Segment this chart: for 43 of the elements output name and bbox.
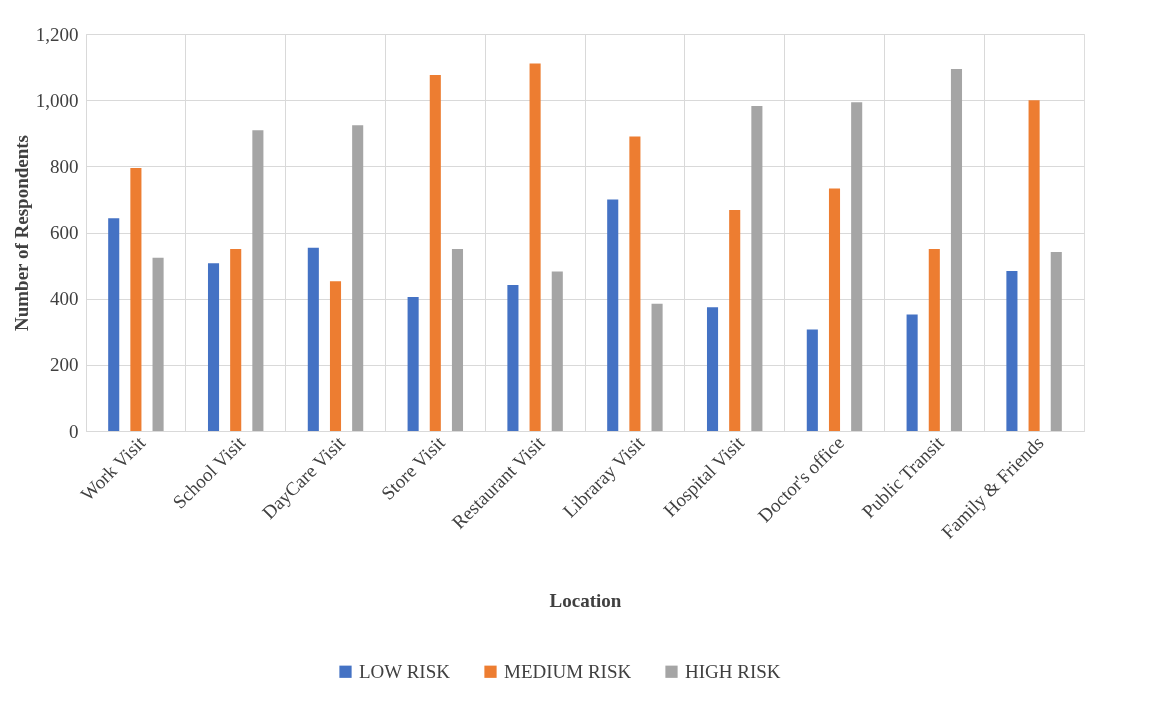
bar — [729, 210, 741, 431]
bar — [1006, 270, 1018, 431]
y-tick-label: 1,000 — [35, 89, 79, 111]
bar — [706, 307, 719, 431]
bar — [551, 271, 563, 431]
bar — [950, 69, 963, 431]
y-axis-title: Number of Respondents — [10, 134, 32, 332]
x-tick-label: Store Visit — [377, 431, 450, 504]
bar — [1050, 252, 1062, 431]
bar — [906, 314, 918, 431]
y-tick-label: 800 — [50, 155, 79, 177]
x-axis-title: Location — [549, 590, 622, 612]
y-tick-label: 600 — [50, 222, 79, 243]
bar — [108, 218, 120, 431]
bar — [507, 285, 519, 431]
bar — [307, 247, 319, 431]
y-tick-label: 1,200 — [35, 23, 79, 45]
bar — [230, 249, 242, 431]
bar — [429, 75, 441, 431]
bar — [629, 136, 641, 431]
legend-label: LOW RISK — [359, 660, 451, 682]
bar — [607, 199, 619, 431]
y-tick-label: 400 — [50, 288, 79, 310]
y-tick-label: 200 — [50, 354, 79, 376]
bar — [130, 167, 142, 431]
bar — [329, 281, 342, 431]
bar — [207, 263, 220, 431]
bar — [451, 249, 464, 431]
bar — [651, 303, 663, 431]
bar — [828, 188, 841, 431]
bar — [751, 106, 763, 431]
bar — [407, 297, 419, 431]
bar — [928, 249, 940, 431]
bar — [352, 125, 364, 431]
bar — [252, 130, 264, 431]
bar — [152, 257, 164, 431]
legend-label: MEDIUM RISK — [504, 660, 632, 682]
y-tick-label: 0 — [69, 420, 79, 442]
legend-label: HIGH RISK — [685, 660, 781, 682]
bar — [806, 329, 818, 431]
bar — [1028, 100, 1040, 431]
bar — [529, 63, 541, 431]
bar — [851, 102, 863, 431]
